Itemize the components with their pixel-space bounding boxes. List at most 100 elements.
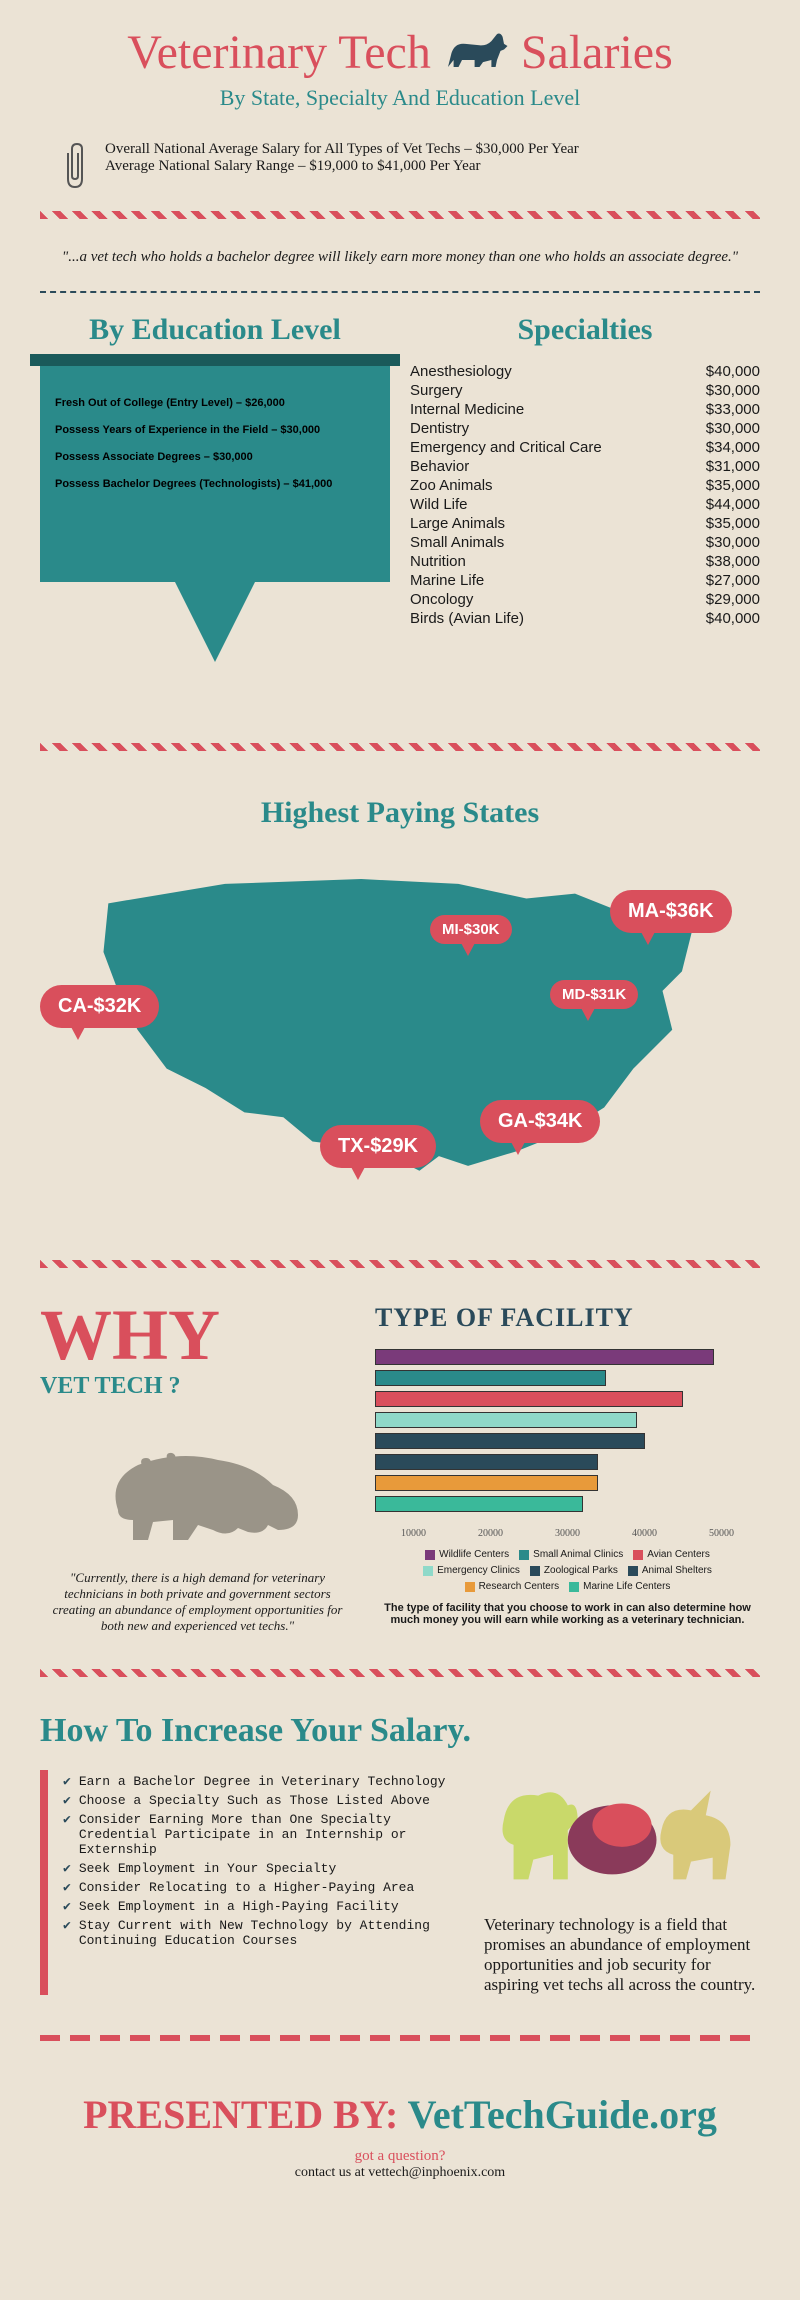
state-salary-bubble: TX-$29K [320, 1125, 436, 1168]
facility-title: TYPE OF FACILITY [375, 1303, 760, 1333]
specialty-row: Emergency and Critical Care $34,000 [410, 438, 760, 457]
specialty-salary: $40,000 [706, 610, 760, 627]
specialties-list: Anesthesiology$40,000Surgery$30,000Inter… [410, 362, 760, 628]
specialty-salary: $35,000 [706, 477, 760, 494]
specialty-salary: $38,000 [706, 553, 760, 570]
specialty-row: Birds (Avian Life) $40,000 [410, 609, 760, 628]
legend-label: Wildlife Centers [439, 1549, 509, 1560]
bar-row [375, 1390, 760, 1408]
why-quote: "Currently, there is a high demand for v… [40, 1570, 355, 1634]
bar-row [375, 1453, 760, 1471]
legend-swatch [633, 1550, 643, 1560]
tip-text: Choose a Specialty Such as Those Listed … [79, 1793, 430, 1808]
specialty-name: Small Animals [410, 534, 504, 551]
title-left: Veterinary Tech [127, 25, 431, 80]
specialty-name: Emergency and Critical Care [410, 439, 602, 456]
intro-box: Overall National Average Salary for All … [60, 141, 740, 191]
specialty-name: Behavior [410, 458, 469, 475]
legend-label: Marine Life Centers [583, 1581, 670, 1592]
divider [40, 1669, 760, 1677]
legend-label: Avian Centers [647, 1549, 710, 1560]
map-title: Highest Paying States [40, 796, 760, 830]
facility-note: The type of facility that you choose to … [375, 1602, 760, 1626]
bar-row [375, 1348, 760, 1366]
specialty-name: Marine Life [410, 572, 484, 589]
axis-tick: 30000 [529, 1528, 606, 1539]
specialty-name: Zoo Animals [410, 477, 493, 494]
legend-item: Small Animal Clinics [519, 1549, 623, 1560]
pull-quote: "...a vet tech who holds a bachelor degr… [0, 234, 800, 281]
legend-swatch [530, 1566, 540, 1576]
legend-item: Emergency Clinics [423, 1565, 520, 1576]
state-salary-bubble: CA-$32K [40, 985, 159, 1028]
specialty-name: Birds (Avian Life) [410, 610, 524, 627]
bar [375, 1391, 683, 1407]
state-salary-bubble: MD-$31K [550, 980, 638, 1009]
axis-tick: 20000 [452, 1528, 529, 1539]
legend-item: Animal Shelters [628, 1565, 712, 1576]
bar [375, 1370, 606, 1386]
specialty-row: Zoo Animals $35,000 [410, 476, 760, 495]
specialty-salary: $40,000 [706, 363, 760, 380]
promise-text: Veterinary technology is a field that pr… [484, 1915, 760, 1995]
subtitle: By State, Specialty And Education Level [20, 85, 780, 111]
why-heading: WHY [40, 1303, 355, 1368]
specialty-row: Dentistry$30,000 [410, 419, 760, 438]
specialty-name: Dentistry [410, 420, 469, 437]
bar [375, 1475, 598, 1491]
tip-item: ✔Earn a Bachelor Degree in Veterinary Te… [63, 1774, 454, 1789]
specialty-row: Oncology $29,000 [410, 590, 760, 609]
tip-item: ✔Stay Current with New Technology by Att… [63, 1918, 454, 1948]
check-icon: ✔ [63, 1880, 71, 1895]
bar-row [375, 1474, 760, 1492]
divider [40, 743, 760, 751]
specialty-salary: $35,000 [706, 515, 760, 532]
education-item: Possess Bachelor Degrees (Technologists)… [55, 478, 375, 490]
specialty-row: Behavior$31,000 [410, 457, 760, 476]
divider [40, 211, 760, 219]
hippo-icon [88, 1420, 308, 1560]
specialty-row: Small Animals$30,000 [410, 533, 760, 552]
specialty-row: Large Animals$35,000 [410, 514, 760, 533]
tip-text: Stay Current with New Technology by Atte… [79, 1918, 454, 1948]
tip-text: Seek Employment in Your Specialty [79, 1861, 336, 1876]
specialty-name: Oncology [410, 591, 473, 608]
check-icon: ✔ [63, 1793, 71, 1808]
divider [40, 291, 760, 293]
check-icon: ✔ [63, 1899, 71, 1914]
legend-item: Marine Life Centers [569, 1581, 670, 1592]
bar [375, 1496, 583, 1512]
legend-swatch [425, 1550, 435, 1560]
specialty-salary: $34,000 [706, 439, 760, 456]
legend-label: Animal Shelters [642, 1565, 712, 1576]
axis-tick: 50000 [683, 1528, 760, 1539]
footer-contact: contact us at vettech@inphoenix.com [20, 2165, 780, 2181]
specialty-name: Wild Life [410, 496, 468, 513]
legend-item: Research Centers [465, 1581, 560, 1592]
axis-tick: 40000 [606, 1528, 683, 1539]
axis-tick: 10000 [375, 1528, 452, 1539]
bar [375, 1349, 714, 1365]
education-title: By Education Level [40, 313, 390, 347]
legend-swatch [569, 1582, 579, 1592]
paperclip-icon [60, 141, 90, 191]
specialty-row: Marine Life$27,000 [410, 571, 760, 590]
specialty-row: Nutrition $38,000 [410, 552, 760, 571]
specialty-row: Anesthesiology$40,000 [410, 362, 760, 381]
education-item: Possess Years of Experience in the Field… [55, 424, 375, 436]
tip-text: Consider Relocating to a Higher-Paying A… [79, 1880, 414, 1895]
specialty-name: Nutrition [410, 553, 466, 570]
intro-line1: Overall National Average Salary for All … [105, 141, 579, 158]
tip-text: Consider Earning More than One Specialty… [79, 1812, 454, 1857]
specialty-salary: $29,000 [706, 591, 760, 608]
tip-item: ✔Seek Employment in a High-Paying Facili… [63, 1899, 454, 1914]
footer: PRESENTED BY: VetTechGuide.org got a que… [0, 2061, 800, 2221]
facility-bar-chart [375, 1348, 760, 1513]
intro-line2: Average National Salary Range – $19,000 … [105, 158, 579, 175]
legend-label: Research Centers [479, 1581, 560, 1592]
accent-bar [40, 1770, 48, 1995]
legend-label: Small Animal Clinics [533, 1549, 623, 1560]
bar-row [375, 1495, 760, 1513]
tip-text: Earn a Bachelor Degree in Veterinary Tec… [79, 1774, 446, 1789]
legend-swatch [519, 1550, 529, 1560]
